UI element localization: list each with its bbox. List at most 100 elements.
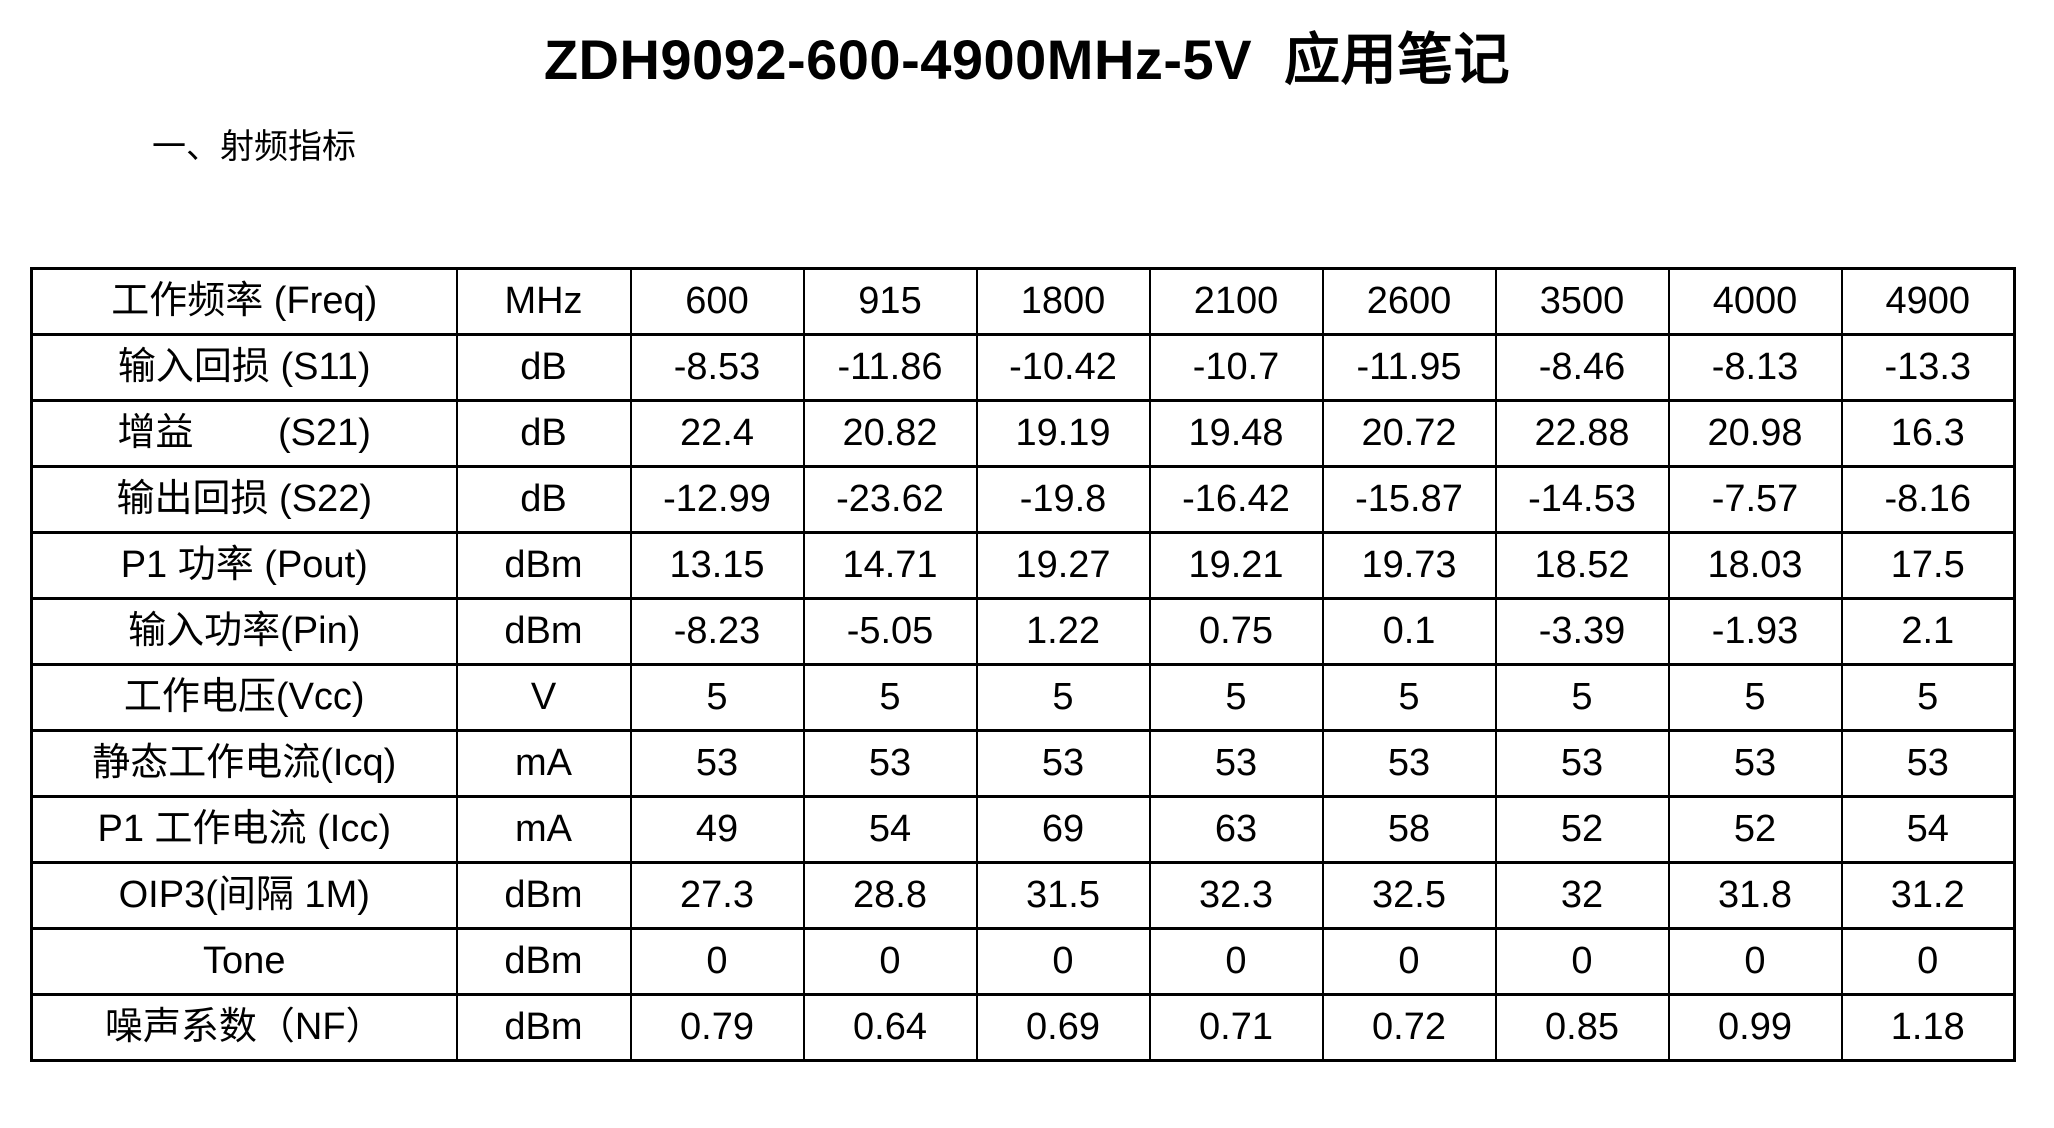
value-cell: -8.46	[1494, 333, 1670, 403]
value-cell: -8.53	[629, 333, 805, 403]
value-cell: 52	[1494, 795, 1670, 865]
value-cell: 69	[975, 795, 1151, 865]
value-cell: 0.69	[975, 993, 1151, 1063]
table-row: 工作频率 (Freq) MHz 600 915 1800 2100 2600 3500 4000…	[30, 267, 2016, 337]
value-cell: 0.71	[1148, 993, 1324, 1063]
unit-cell: V	[455, 663, 632, 733]
value-cell: 27.3	[629, 861, 805, 931]
value-cell: 14.71	[802, 531, 978, 601]
value-cell: -15.87	[1321, 465, 1497, 535]
value-cell: -1.93	[1667, 597, 1843, 667]
value-cell: 53	[1148, 729, 1324, 799]
value-cell: 4000	[1667, 267, 1843, 337]
value-cell: -11.95	[1321, 333, 1497, 403]
value-cell: 20.82	[802, 399, 978, 469]
unit-cell: mA	[455, 729, 632, 799]
value-cell: 5	[1321, 663, 1497, 733]
param-label-cell: Tone	[30, 927, 458, 997]
table-row: 增益 (S21) dB 22.4 20.82 19.19 19.48 20.72 22.88 2…	[30, 399, 2016, 469]
value-cell: 52	[1667, 795, 1843, 865]
unit-cell: dB	[455, 333, 632, 403]
unit-cell: dBm	[455, 993, 632, 1063]
value-cell: 5	[1840, 663, 2016, 733]
value-cell: 0	[802, 927, 978, 997]
value-cell: -8.13	[1667, 333, 1843, 403]
unit-cell: dBm	[455, 861, 632, 931]
value-cell: 18.03	[1667, 531, 1843, 601]
value-cell: 0.85	[1494, 993, 1670, 1063]
value-cell: -13.3	[1840, 333, 2016, 403]
value-cell: 53	[975, 729, 1151, 799]
value-cell: -14.53	[1494, 465, 1670, 535]
unit-cell: dB	[455, 465, 632, 535]
param-label-cell: P1 工作电流 (Icc)	[30, 795, 458, 865]
value-cell: 31.8	[1667, 861, 1843, 931]
value-cell: 53	[1667, 729, 1843, 799]
table-row: 输入回损 (S11) dB -8.53 -11.86 -10.42 -10.7 -11.95…	[30, 333, 2016, 403]
table-row: P1 功率 (Pout) dBm 13.15 14.71 19.27 19.21 19.73…	[30, 531, 2016, 601]
value-cell: -11.86	[802, 333, 978, 403]
value-cell: 63	[1148, 795, 1324, 865]
value-cell: 0	[1148, 927, 1324, 997]
value-cell: 22.4	[629, 399, 805, 469]
value-cell: 53	[629, 729, 805, 799]
value-cell: 19.73	[1321, 531, 1497, 601]
unit-cell: dBm	[455, 597, 632, 667]
value-cell: 19.27	[975, 531, 1151, 601]
table-row: Tone dBm 0 0 0 0 0 0 0 0	[30, 927, 2016, 997]
value-cell: 20.98	[1667, 399, 1843, 469]
value-cell: 58	[1321, 795, 1497, 865]
value-cell: 18.52	[1494, 531, 1670, 601]
table-row: P1 工作电流 (Icc) mA 49 54 69 63 58 52 52 54	[30, 795, 2016, 865]
table-row: 噪声系数（NF） dBm 0.79 0.64 0.69 0.71 0.72 0.85 0.99 1…	[30, 993, 2016, 1063]
value-cell: 53	[1840, 729, 2016, 799]
value-cell: 0.79	[629, 993, 805, 1063]
value-cell: -7.57	[1667, 465, 1843, 535]
value-cell: 32.5	[1321, 861, 1497, 931]
value-cell: 53	[1321, 729, 1497, 799]
page-title: ZDH9092-600-4900MHz-5V 应用笔记	[543, 28, 1511, 91]
param-label-cell: P1 功率 (Pout)	[30, 531, 458, 601]
value-cell: 3500	[1494, 267, 1670, 337]
value-cell: 31.5	[975, 861, 1151, 931]
table-row: 工作电压(Vcc) V 5 5 5 5 5 5 5 5	[30, 663, 2016, 733]
value-cell: 19.19	[975, 399, 1151, 469]
document-page: ZDH9092-600-4900MHz-5V 应用笔记 一、射频指标 工作频率 …	[0, 28, 2054, 1128]
value-cell: 5	[629, 663, 805, 733]
value-cell: -3.39	[1494, 597, 1670, 667]
rf-spec-table-body: 工作频率 (Freq) MHz 600 915 1800 2100 2600 3500 4000…	[30, 267, 2016, 1063]
value-cell: 4900	[1840, 267, 2016, 337]
value-cell: 5	[975, 663, 1151, 733]
value-cell: -8.23	[629, 597, 805, 667]
value-cell: 13.15	[629, 531, 805, 601]
value-cell: 20.72	[1321, 399, 1497, 469]
value-cell: 0.1	[1321, 597, 1497, 667]
value-cell: 915	[802, 267, 978, 337]
table-row: 静态工作电流(Icq) mA 53 53 53 53 53 53 53 53	[30, 729, 2016, 799]
table-row: OIP3(间隔 1M) dBm 27.3 28.8 31.5 32.3 32.5 32 31.8…	[30, 861, 2016, 931]
param-label-cell: 输出回损 (S22)	[30, 465, 458, 535]
unit-cell: dBm	[455, 927, 632, 997]
value-cell: -12.99	[629, 465, 805, 535]
value-cell: 0.75	[1148, 597, 1324, 667]
value-cell: 0	[1840, 927, 2016, 997]
value-cell: -19.8	[975, 465, 1151, 535]
value-cell: 0.72	[1321, 993, 1497, 1063]
value-cell: 0.99	[1667, 993, 1843, 1063]
value-cell: 2100	[1148, 267, 1324, 337]
value-cell: 2.1	[1840, 597, 2016, 667]
unit-cell: MHz	[455, 267, 632, 337]
value-cell: -10.42	[975, 333, 1151, 403]
value-cell: 28.8	[802, 861, 978, 931]
param-label-cell: OIP3(间隔 1M)	[30, 861, 458, 931]
param-label-cell: 增益 (S21)	[30, 399, 458, 469]
value-cell: 16.3	[1840, 399, 2016, 469]
value-cell: -16.42	[1148, 465, 1324, 535]
value-cell: 0	[629, 927, 805, 997]
value-cell: 0	[1321, 927, 1497, 997]
param-label-cell: 工作电压(Vcc)	[30, 663, 458, 733]
value-cell: 0	[1494, 927, 1670, 997]
value-cell: 1.22	[975, 597, 1151, 667]
value-cell: 32	[1494, 861, 1670, 931]
value-cell: 600	[629, 267, 805, 337]
